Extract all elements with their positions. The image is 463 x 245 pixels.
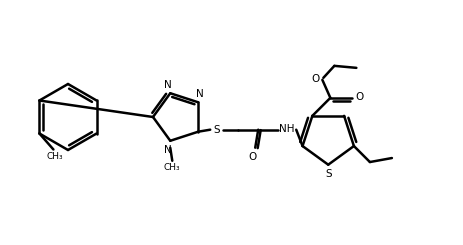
Text: N: N — [164, 145, 172, 155]
Text: O: O — [311, 74, 319, 84]
Text: S: S — [325, 169, 332, 179]
Text: S: S — [213, 125, 219, 135]
Text: O: O — [248, 152, 257, 162]
Text: N: N — [196, 89, 204, 99]
Text: CH₃: CH₃ — [46, 152, 63, 161]
Text: CH₃: CH₃ — [164, 163, 181, 172]
Text: O: O — [355, 92, 363, 102]
Text: NH: NH — [280, 124, 295, 134]
Text: N: N — [164, 80, 172, 90]
